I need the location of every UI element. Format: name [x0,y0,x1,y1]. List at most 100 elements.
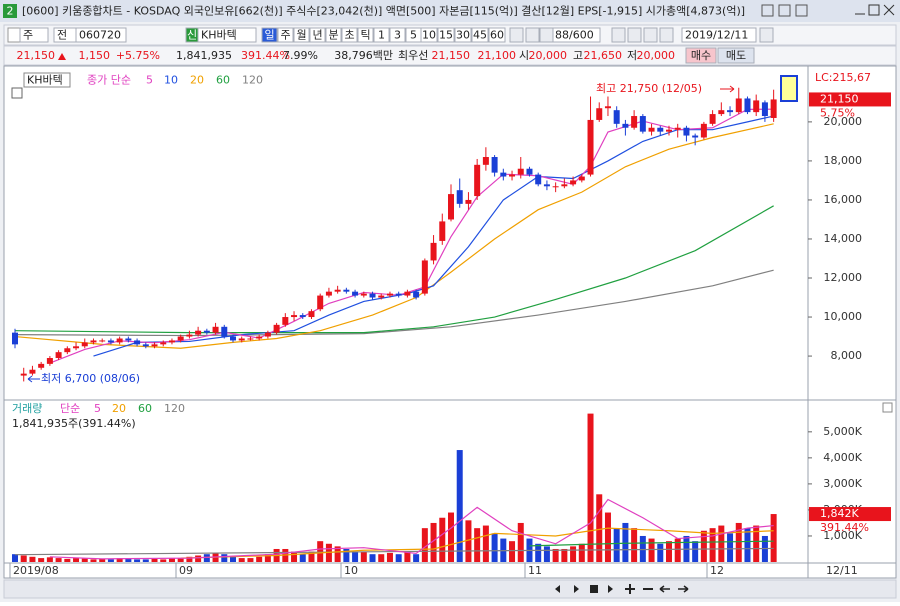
toolbar-button[interactable] [681,27,757,43]
toolbar-button[interactable] [373,27,390,43]
info-value: 20,000 [637,49,676,62]
volume-bar [238,558,245,562]
last-volume-ratio: 391.44% [820,521,869,534]
toolbar-button[interactable] [293,27,310,43]
toolbar-label[interactable]: 년 [312,29,322,42]
toolbar-label[interactable]: 10 [422,29,436,42]
title-bar [0,0,900,22]
toolbar-label[interactable]: 틱 [360,29,370,42]
toolbar-button[interactable] [325,27,342,43]
toolbar-button[interactable] [488,27,506,43]
toolbar-button[interactable] [420,27,438,43]
candle-body [168,340,175,343]
toolbar-label[interactable]: 5 [410,29,417,42]
toolbar-icon[interactable] [539,27,554,43]
y-tick-label: 8,000 [831,349,863,362]
toolbar-button[interactable] [261,27,278,43]
toolbar-icon[interactable] [627,27,642,43]
toolbar-label[interactable]: 60 [490,29,504,42]
toolbar-button[interactable] [75,27,127,43]
scroll-left[interactable] [555,585,560,593]
toolbar-label[interactable]: 초 [344,29,354,42]
volume-bar [291,551,298,562]
toolbar-button[interactable] [19,27,49,43]
scroll-right[interactable] [574,585,579,593]
control[interactable] [795,4,808,17]
candle-body [73,346,80,349]
toolbar-label[interactable]: 신 [187,29,197,42]
toolbar-button[interactable] [341,27,358,43]
toolbar-button[interactable] [389,27,406,43]
toolbar-label[interactable]: 분 [328,29,338,42]
volume-bar [430,522,437,562]
toolbar-button[interactable] [197,27,257,43]
toolbar-label[interactable]: 주 [280,29,290,42]
order-label[interactable]: 매수 [691,49,711,62]
toolbar-icon[interactable] [509,27,524,43]
volume-bar [631,528,638,562]
toolbar-label[interactable]: 1 [378,29,385,42]
close[interactable] [883,4,895,16]
candle-body [578,176,585,181]
candle-body [430,242,437,261]
order-label[interactable]: 매도 [726,49,746,62]
volume-bar [491,533,498,562]
zoom-in[interactable] [625,584,635,594]
volume-bar [587,413,594,562]
toolbar-icon[interactable] [659,27,674,43]
order-button[interactable] [717,47,755,64]
toolbar-icon[interactable] [759,27,774,43]
volume-bar [90,559,97,562]
control[interactable] [778,4,791,17]
toolbar-icon[interactable] [525,27,540,43]
maximize[interactable] [868,4,880,16]
play[interactable] [608,585,613,593]
toolbar-label[interactable]: 88/600 [555,29,594,42]
pane-button[interactable] [882,402,893,413]
scroll-bar[interactable] [3,579,897,599]
candle-body [334,289,341,292]
scroll-buttons[interactable] [555,584,689,594]
stop[interactable] [590,585,598,593]
window-controls[interactable] [761,4,895,17]
toolbar-label[interactable]: 2019/12/11 [685,29,748,42]
toolbar-label[interactable]: 일 [264,28,274,42]
volume-bar [38,558,45,562]
volume-bar [160,559,167,562]
toolbar-button[interactable] [357,27,374,43]
y-tick-label: 3,000K [823,477,862,490]
toolbar-label[interactable]: 전 [57,29,67,42]
candle-body [238,338,245,341]
toolbar-button[interactable] [471,27,489,43]
toolbar-label[interactable]: 15 [439,29,453,42]
toolbar-button[interactable] [454,27,472,43]
toolbar-label[interactable]: KH바텍 [201,29,237,42]
info-value: 20,000 [529,49,568,62]
candle-body [639,116,646,132]
volume-summary: 1,841,935주(391.44%) [12,417,136,430]
toolbar-icon[interactable] [611,27,626,43]
toolbar-label[interactable]: 30 [456,29,470,42]
settings-button[interactable] [7,27,21,43]
high-annotation: 최고 21,750 (12/05) [596,82,702,95]
toolbar-label[interactable]: 주 [23,29,33,42]
order-button[interactable] [685,47,717,64]
candle-body [718,110,725,115]
pan-right[interactable] [678,585,689,593]
candle-body [753,100,760,113]
toolbar-label[interactable]: 3 [394,29,401,42]
toolbar-button[interactable] [277,27,294,43]
pan-left[interactable] [659,585,670,593]
toolbar-icon[interactable] [643,27,658,43]
toolbar-label[interactable]: 060720 [79,29,121,42]
candle-body [604,106,611,109]
toolbar-label[interactable]: 월 [296,29,306,42]
x-end-label: 12/11 [826,564,858,577]
toolbar-button[interactable] [309,27,326,43]
volume-bar [73,558,80,562]
volume-bar [99,558,106,562]
control[interactable] [761,4,774,17]
grid-icon[interactable] [11,87,23,99]
toolbar-button[interactable] [437,27,455,43]
toolbar-label[interactable]: 45 [473,29,487,42]
